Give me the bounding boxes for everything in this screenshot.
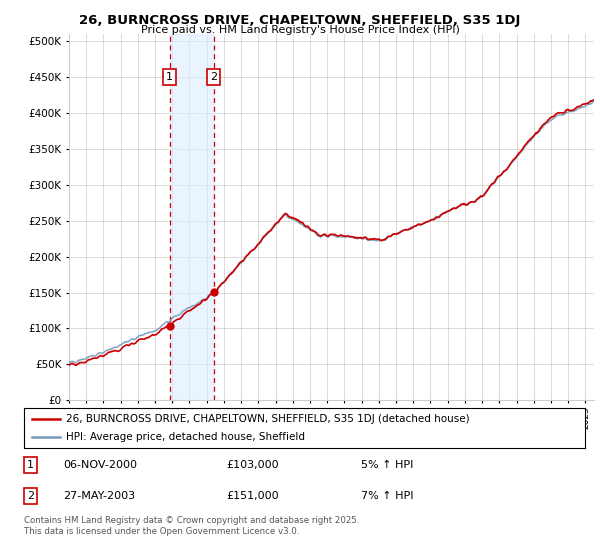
- Text: 1: 1: [166, 72, 173, 82]
- Bar: [170, 34, 214, 400]
- Text: £151,000: £151,000: [226, 491, 278, 501]
- Text: Price paid vs. HM Land Registry's House Price Index (HPI): Price paid vs. HM Land Registry's House …: [140, 25, 460, 35]
- Text: 06-NOV-2000: 06-NOV-2000: [63, 460, 137, 470]
- Text: HPI: Average price, detached house, Sheffield: HPI: Average price, detached house, Shef…: [66, 432, 305, 442]
- Text: 5% ↑ HPI: 5% ↑ HPI: [361, 460, 413, 470]
- Text: 27-MAY-2003: 27-MAY-2003: [63, 491, 136, 501]
- Text: 2: 2: [210, 72, 217, 82]
- Text: Contains HM Land Registry data © Crown copyright and database right 2025.
This d: Contains HM Land Registry data © Crown c…: [24, 516, 359, 536]
- Text: £103,000: £103,000: [226, 460, 278, 470]
- Text: 26, BURNCROSS DRIVE, CHAPELTOWN, SHEFFIELD, S35 1DJ: 26, BURNCROSS DRIVE, CHAPELTOWN, SHEFFIE…: [79, 14, 521, 27]
- Text: 26, BURNCROSS DRIVE, CHAPELTOWN, SHEFFIELD, S35 1DJ (detached house): 26, BURNCROSS DRIVE, CHAPELTOWN, SHEFFIE…: [66, 414, 470, 423]
- Text: 1: 1: [27, 460, 34, 470]
- Text: 7% ↑ HPI: 7% ↑ HPI: [361, 491, 413, 501]
- Text: 2: 2: [27, 491, 34, 501]
